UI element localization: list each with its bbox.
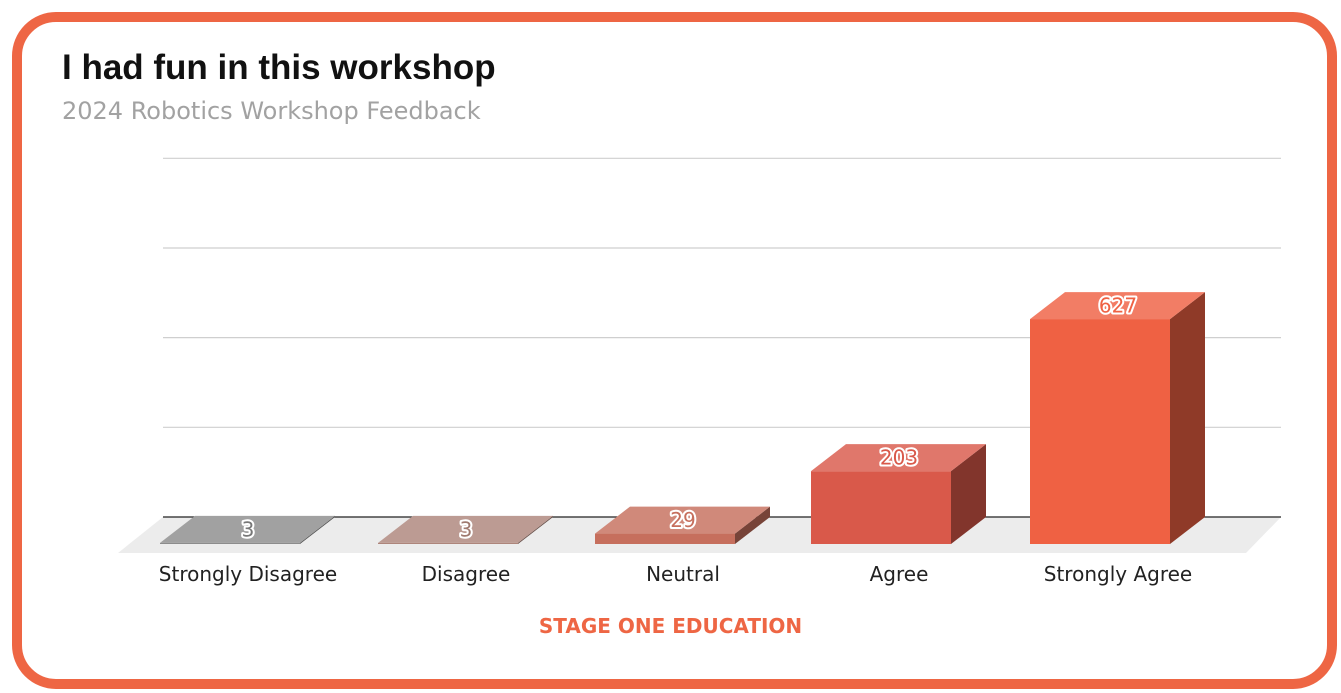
bar-side	[951, 444, 986, 544]
bar-disagree	[378, 515, 553, 544]
bar-top	[378, 515, 553, 543]
x-axis-labels: Strongly Disagree Disagree Neutral Agree Str…	[159, 562, 1192, 586]
bar-neutral	[595, 506, 770, 544]
data-label: 29	[670, 508, 695, 532]
bar-front	[160, 542, 300, 544]
bar-side	[735, 506, 770, 544]
bar-side	[300, 515, 335, 544]
bar-agree	[811, 444, 986, 544]
bar-strongly-disagree	[160, 515, 335, 544]
bar-strongly-agree	[1030, 292, 1205, 544]
data-labels: 3 3 29 203 627	[240, 292, 1139, 544]
data-label: 203	[880, 446, 918, 470]
data-label: 627	[1099, 294, 1137, 318]
data-label: 3	[460, 517, 473, 541]
x-tick-label: Agree	[870, 562, 929, 586]
chart-bars	[160, 292, 1205, 544]
x-tick-label: Strongly Disagree	[159, 562, 337, 586]
bar-top	[811, 444, 986, 472]
brand-footer: STAGE ONE EDUCATION	[538, 614, 803, 638]
bar-front	[595, 533, 735, 544]
bar-front	[1030, 319, 1170, 544]
bar-side	[518, 515, 553, 544]
bar-front	[378, 542, 518, 544]
x-tick-label: Neutral	[646, 562, 720, 586]
bar-front	[811, 471, 951, 544]
bar-top	[1030, 292, 1205, 320]
chart-title: I had fun in this workshop	[62, 48, 496, 87]
bar-top	[595, 506, 770, 534]
bar-top	[160, 515, 335, 543]
x-tick-label: Disagree	[422, 562, 511, 586]
data-label: 3	[242, 517, 255, 541]
chart-subtitle: 2024 Robotics Workshop Feedback	[62, 97, 481, 125]
x-tick-label: Strongly Agree	[1044, 562, 1192, 586]
bar-side	[1170, 292, 1205, 544]
